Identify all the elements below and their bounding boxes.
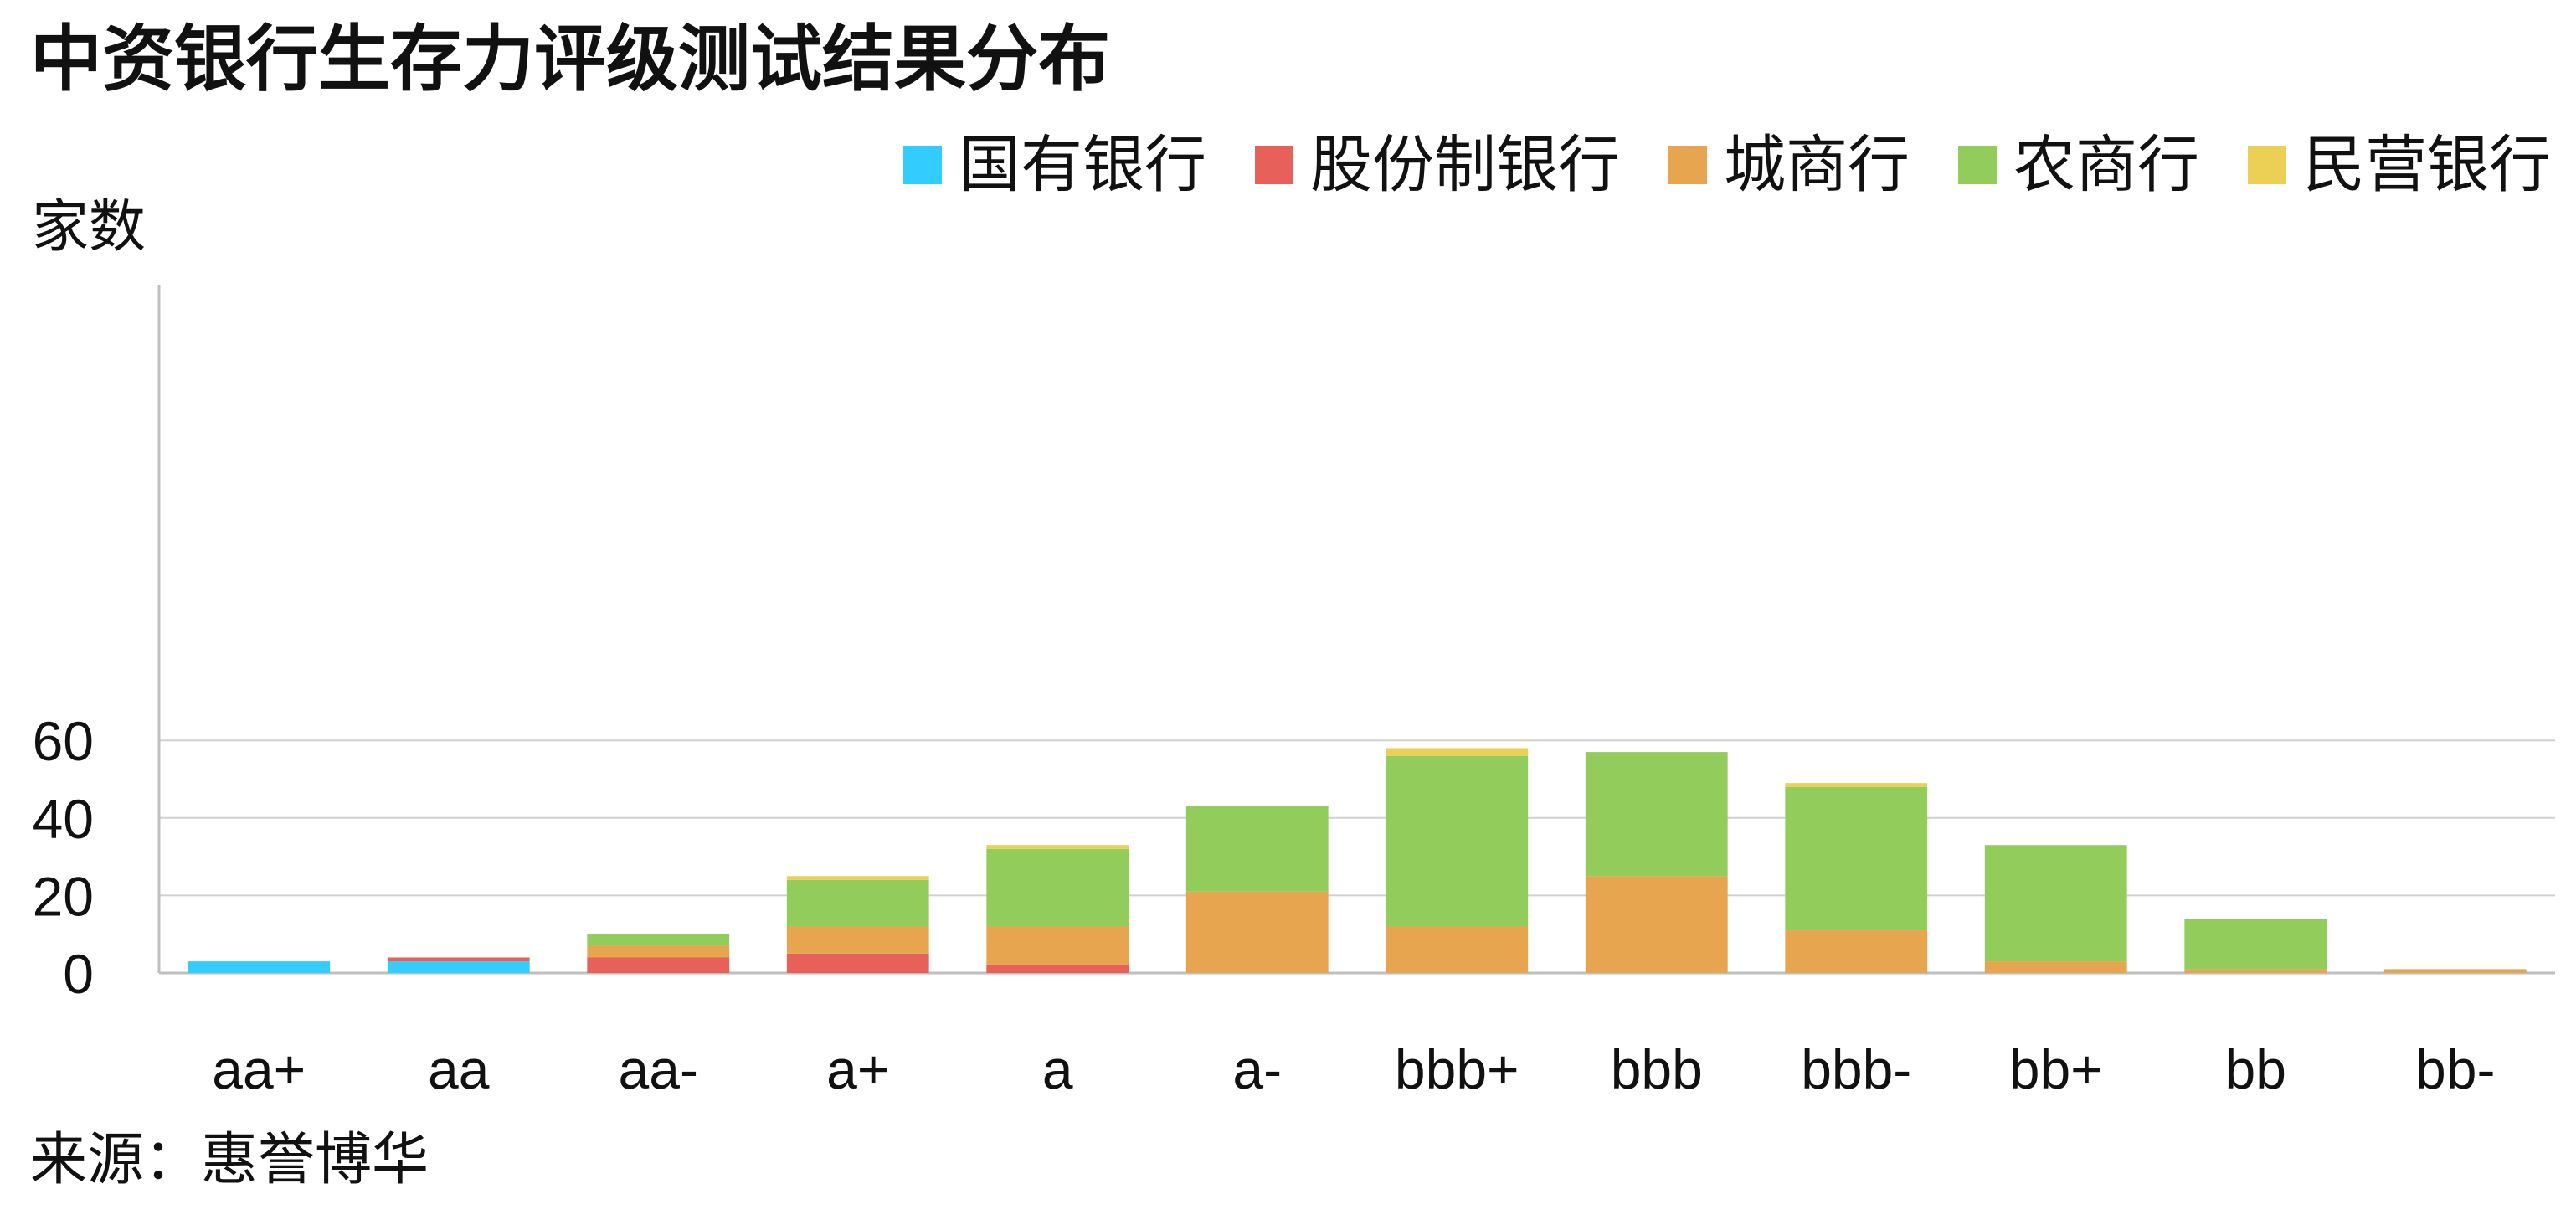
y-tick-label: 60 xyxy=(33,710,94,772)
legend-item: 民营银行 xyxy=(2248,134,2551,196)
bar-segment-bbb-series-2 xyxy=(1585,876,1728,973)
legend-swatch xyxy=(1668,146,1707,184)
bar-segment-a-series-2 xyxy=(986,926,1129,965)
bar-segment-aa-series-0 xyxy=(387,961,530,973)
source-note: 来源：惠誉博华 xyxy=(30,1127,429,1193)
x-tick-label: a xyxy=(1042,1038,1073,1100)
x-tick-label: a+ xyxy=(826,1038,889,1100)
bar-segment-aa--series-2 xyxy=(587,945,730,958)
y-axis-unit-label: 家数 xyxy=(32,194,147,260)
bar-segment-bbb--series-4 xyxy=(1785,783,1928,787)
legend-swatch xyxy=(2248,146,2286,184)
bar-segment-bb--series-2 xyxy=(2383,969,2527,973)
x-tick-label: aa xyxy=(428,1038,490,1100)
bar-segment-bb-series-2 xyxy=(2184,969,2327,973)
bar-segment-bbb--series-2 xyxy=(1785,930,1928,973)
legend-item: 国有银行 xyxy=(903,134,1206,196)
x-tick-label: a- xyxy=(1232,1038,1282,1100)
bar-segment-bb+-series-3 xyxy=(1984,845,2127,962)
x-tick-label: bb xyxy=(2225,1038,2286,1100)
y-tick-label: 0 xyxy=(63,943,94,1005)
bar-segment-a+-series-1 xyxy=(786,953,929,973)
x-tick-label: bb+ xyxy=(2009,1038,2103,1100)
bar-segment-aa--series-3 xyxy=(587,934,730,946)
x-tick-label: aa+ xyxy=(212,1038,306,1100)
legend-swatch xyxy=(903,146,942,184)
legend-label: 民营银行 xyxy=(2303,129,2551,201)
legend-item: 股份制银行 xyxy=(1255,134,1620,196)
bar-segment-a-series-4 xyxy=(986,845,1129,849)
bar-segment-bb+-series-2 xyxy=(1984,961,2127,973)
legend-label: 国有银行 xyxy=(959,129,1206,201)
bar-segment-bbb+-series-2 xyxy=(1386,926,1529,973)
y-tick-label: 40 xyxy=(33,788,94,850)
legend-swatch xyxy=(1958,146,1997,184)
x-tick-label: bbb- xyxy=(1801,1038,1911,1100)
x-tick-label: bbb xyxy=(1611,1038,1703,1100)
bar-segment-a-series-3 xyxy=(986,848,1129,927)
legend: 国有银行 股份制银行 城商行 农商行 民营银行 xyxy=(855,134,2551,196)
bar-segment-a-series-1 xyxy=(986,965,1129,973)
bar-segment-bbb+-series-4 xyxy=(1386,748,1529,756)
bar-segment-bbb+-series-3 xyxy=(1386,755,1529,927)
bar-segment-a+-series-3 xyxy=(786,879,929,927)
bar-segment-a--series-3 xyxy=(1185,806,1329,892)
bar-segment-bbb--series-3 xyxy=(1785,786,1928,931)
legend-label: 城商行 xyxy=(1724,129,1910,201)
legend-label: 股份制银行 xyxy=(1310,129,1620,201)
x-tick-label: aa- xyxy=(619,1038,698,1100)
y-tick-label: 20 xyxy=(33,865,94,927)
bar-segment-aa--series-1 xyxy=(587,957,730,973)
x-tick-label: bbb+ xyxy=(1395,1038,1519,1100)
legend-item: 农商行 xyxy=(1958,134,2199,196)
chart-title: 中资银行生存力评级测试结果分布 xyxy=(30,18,1110,101)
x-tick-label: bb- xyxy=(2415,1038,2495,1100)
legend-label: 农商行 xyxy=(2013,129,2199,201)
bar-segment-a--series-2 xyxy=(1185,891,1329,973)
bar-segment-a+-series-2 xyxy=(786,926,929,954)
bar-segment-bbb-series-3 xyxy=(1585,752,1728,877)
bar-segment-bb-series-3 xyxy=(2184,919,2327,970)
bar-segment-aa+-series-0 xyxy=(188,961,331,973)
legend-swatch xyxy=(1255,146,1293,184)
bar-segment-aa-series-1 xyxy=(387,957,530,962)
bar-segment-a+-series-4 xyxy=(786,876,929,880)
legend-item: 城商行 xyxy=(1668,134,1910,196)
